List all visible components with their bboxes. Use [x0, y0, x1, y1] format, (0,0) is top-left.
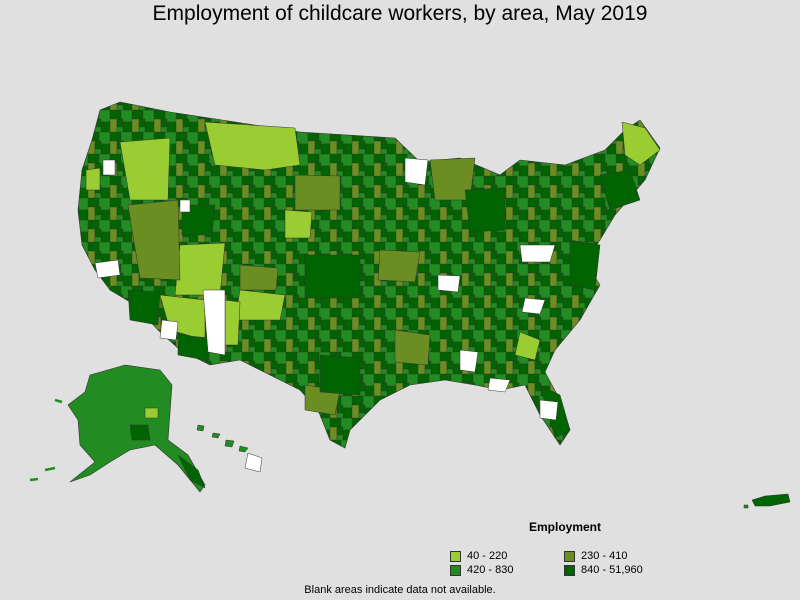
map-legend: Employment 40 - 220 230 - 410 420 - 830 …: [450, 520, 710, 576]
mid-low-employment-areas: [127, 157, 476, 416]
legend-swatch: [450, 550, 461, 562]
map-title: Employment of childcare workers, by area…: [152, 2, 648, 25]
legend-title: Employment: [528, 520, 601, 534]
legend-label: 420 - 830: [467, 564, 514, 576]
legend-label: 40 - 220: [467, 550, 508, 562]
legend-swatch: [450, 564, 461, 576]
legend-label: 230 - 410: [581, 550, 628, 562]
hawaii-region: [196, 424, 263, 473]
legend-swatch: [564, 564, 575, 576]
no-data-areas: [94, 157, 559, 421]
legend-swatch: [564, 550, 575, 562]
legend-items: 40 - 220 230 - 410 420 - 830 840 - 51,96…: [450, 550, 710, 576]
puerto-rico-region: [743, 493, 791, 509]
aleutian-islands: [29, 398, 63, 482]
legend-item: 40 - 220: [450, 550, 564, 562]
legend-label: 840 - 51,960: [581, 564, 643, 576]
legend-item: 420 - 830: [450, 564, 564, 576]
legend-item: 230 - 410: [564, 550, 684, 562]
legend-item: 840 - 51,960: [564, 564, 684, 576]
footnote: Blank areas indicate data not available.: [304, 584, 496, 596]
high-employment-areas: [127, 169, 641, 439]
